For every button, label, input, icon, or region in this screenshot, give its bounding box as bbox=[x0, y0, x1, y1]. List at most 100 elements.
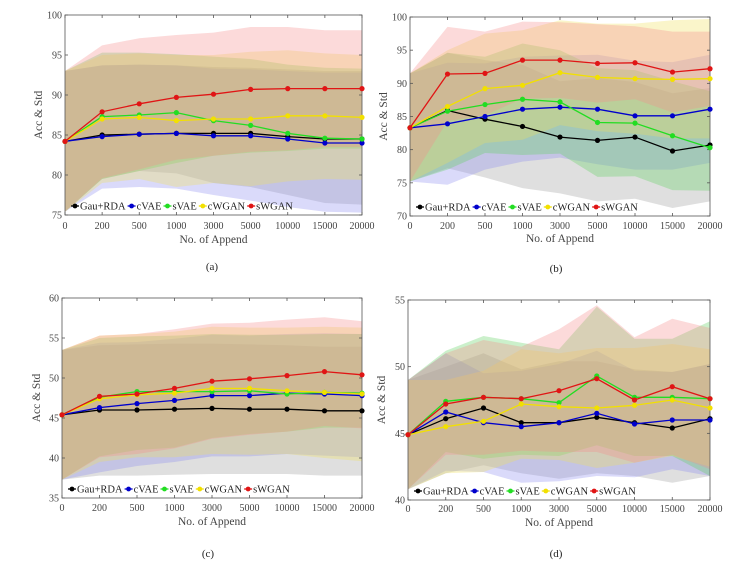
data-point-cvae bbox=[359, 140, 365, 146]
legend-marker-swgan bbox=[248, 203, 254, 209]
data-point-swgan bbox=[482, 70, 488, 76]
x-tick-label: 200 bbox=[438, 504, 453, 515]
x-tick-label: 10000 bbox=[623, 221, 648, 232]
x-tick-label: 3000 bbox=[204, 221, 224, 232]
data-point-cwgan bbox=[322, 113, 328, 119]
x-tick-label: 5000 bbox=[240, 503, 260, 514]
data-point-swgan bbox=[322, 86, 328, 92]
legend: Gau+RDA cVAE sVAE cWGAN sWGAN bbox=[416, 203, 638, 214]
legend-label-swgan: sWGAN bbox=[599, 487, 636, 498]
y-tick-label: 55 bbox=[395, 296, 405, 307]
y-tick-label: 70 bbox=[397, 212, 407, 223]
y-tick-label: 100 bbox=[47, 11, 62, 22]
x-tick-label: 1000 bbox=[513, 221, 533, 232]
y-axis-title: Acc & Std bbox=[378, 92, 390, 141]
data-point-swgan bbox=[246, 376, 253, 382]
data-point-cvae bbox=[246, 393, 253, 399]
series-swgan bbox=[59, 369, 365, 418]
data-point-swgan bbox=[707, 66, 713, 72]
y-axis-title: Acc & Std bbox=[376, 375, 388, 424]
legend-marker-svae bbox=[165, 203, 170, 209]
data-point-cvae bbox=[631, 421, 638, 427]
data-point-cwgan bbox=[632, 76, 638, 82]
x-tick-label: 20000 bbox=[698, 221, 723, 232]
data-point-gau-rda bbox=[480, 405, 487, 411]
data-point-cvae bbox=[322, 140, 328, 146]
data-point-cwgan bbox=[359, 391, 365, 397]
std-band-swgan bbox=[408, 305, 710, 490]
panel-caption: (c) bbox=[202, 548, 215, 560]
data-point-cwgan bbox=[248, 116, 254, 122]
data-point-swgan bbox=[405, 432, 411, 438]
data-point-svae bbox=[556, 400, 562, 406]
data-point-cvae bbox=[482, 113, 488, 120]
data-point-gau-rda bbox=[134, 407, 140, 413]
data-point-cwgan bbox=[557, 70, 563, 76]
x-tick-label: 0 bbox=[63, 221, 68, 232]
x-tick-label: 5000 bbox=[587, 504, 607, 515]
data-point-swgan bbox=[518, 396, 524, 402]
data-point-cvae bbox=[443, 409, 449, 415]
data-point-cvae bbox=[210, 133, 217, 139]
data-point-gau-rda bbox=[209, 405, 215, 411]
x-tick-label: 15000 bbox=[660, 504, 685, 515]
data-point-swgan bbox=[321, 369, 328, 375]
data-point-cwgan bbox=[519, 82, 526, 88]
data-point-swgan bbox=[210, 91, 217, 97]
legend-marker-cvae bbox=[126, 486, 131, 492]
data-point-swgan bbox=[171, 385, 178, 391]
y-axis-title: Acc & Std bbox=[31, 373, 43, 422]
y-tick-label: 75 bbox=[52, 211, 62, 222]
y-tick-label: 80 bbox=[52, 171, 62, 182]
x-tick-label: 5000 bbox=[241, 221, 261, 232]
y-tick-label: 95 bbox=[397, 46, 407, 57]
x-tick-label: 500 bbox=[132, 221, 147, 232]
data-point-svae bbox=[482, 101, 488, 108]
legend-marker-swgan bbox=[593, 204, 599, 210]
panel-caption: (d) bbox=[550, 548, 563, 560]
legend-label-cvae: cVAE bbox=[480, 487, 505, 498]
legend-label-cwgan: cWGAN bbox=[553, 203, 591, 214]
x-tick-label: 500 bbox=[476, 504, 491, 515]
x-tick-label: 500 bbox=[130, 503, 145, 514]
data-point-cwgan bbox=[443, 424, 449, 430]
legend-marker-cvae bbox=[472, 488, 477, 494]
x-tick-label: 20000 bbox=[698, 504, 723, 515]
std-bands bbox=[410, 19, 710, 208]
data-point-gau-rda bbox=[519, 123, 526, 130]
data-point-cwgan bbox=[285, 113, 291, 119]
series-cvae bbox=[407, 104, 713, 131]
data-point-swgan bbox=[480, 394, 487, 400]
std-band-cwgan bbox=[408, 344, 710, 490]
data-point-swgan bbox=[444, 71, 451, 77]
legend: Gau+RDA cVAE sVAE cWGAN sWGAN bbox=[414, 487, 636, 498]
data-point-swgan bbox=[632, 60, 638, 66]
data-point-cvae bbox=[557, 104, 563, 110]
std-band-svae bbox=[408, 306, 710, 490]
data-point-cwgan bbox=[209, 385, 215, 391]
data-point-swgan bbox=[284, 373, 290, 379]
data-point-svae bbox=[557, 99, 563, 105]
series-swgan bbox=[62, 86, 365, 144]
legend-marker-svae bbox=[510, 204, 515, 210]
x-tick-label: 500 bbox=[478, 221, 493, 232]
data-point-gau-rda bbox=[443, 416, 449, 422]
y-tick-label: 100 bbox=[392, 13, 407, 24]
data-point-svae bbox=[322, 135, 328, 141]
x-tick-label: 3000 bbox=[549, 504, 569, 515]
data-point-cvae bbox=[518, 424, 524, 430]
data-point-cwgan bbox=[171, 390, 178, 396]
x-tick-label: 10000 bbox=[622, 504, 647, 515]
data-point-swgan bbox=[407, 125, 413, 131]
data-point-svae bbox=[173, 110, 179, 116]
x-tick-label: 15000 bbox=[660, 221, 685, 232]
data-point-swgan bbox=[359, 372, 365, 378]
legend-marker-svae bbox=[508, 488, 513, 494]
y-tick-label: 80 bbox=[397, 145, 407, 156]
data-point-cwgan bbox=[246, 385, 253, 391]
x-tick-label: 0 bbox=[60, 503, 65, 514]
std-bands bbox=[62, 317, 362, 480]
data-point-cvae bbox=[173, 130, 179, 136]
legend-marker-cvae bbox=[129, 203, 134, 209]
data-point-cwgan bbox=[594, 74, 601, 80]
